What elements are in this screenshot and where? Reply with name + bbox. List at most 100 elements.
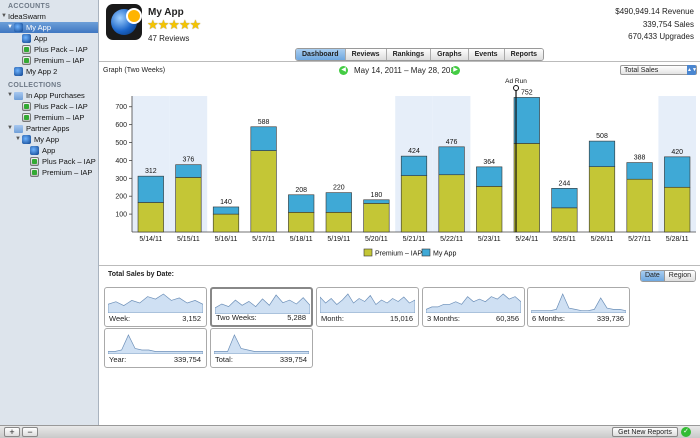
collections-header: COLLECTIONS [8, 82, 62, 89]
sidebar-item-plus-pack[interactable]: Plus Pack – IAP [0, 156, 98, 167]
remove-button[interactable]: − [22, 427, 38, 437]
y-tick-label: 700 [115, 104, 127, 111]
y-tick-label: 300 [115, 176, 127, 183]
x-tick-label: 5/26/11 [591, 236, 614, 243]
summary-card[interactable]: Month: 15,016 [316, 287, 419, 327]
sidebar-item-in-app-purchases[interactable]: ▼ In App Purchases [7, 91, 85, 100]
bar-premium-iap [250, 150, 277, 233]
tab-reviews[interactable]: Reviews [344, 49, 386, 60]
previous-period-button[interactable]: ◀ [339, 66, 348, 75]
bar-my-app [513, 97, 540, 144]
app-icon [14, 23, 23, 32]
bar-my-app [438, 146, 465, 176]
x-tick-label: 5/17/11 [252, 236, 275, 243]
bar-my-app [664, 156, 691, 188]
disclosure-down-icon[interactable]: ▼ [7, 92, 13, 98]
y-tick-label: 400 [115, 158, 127, 165]
sidebar-item-app[interactable]: App [0, 33, 98, 44]
chevron-updown-icon: ▲▼ [687, 65, 697, 75]
summary-card[interactable]: Week: 3,152 [104, 287, 207, 327]
bar-premium-iap [513, 143, 540, 233]
summary-card-value: 339,754 [173, 355, 201, 364]
next-period-button[interactable]: ▶ [451, 66, 460, 75]
bar-premium-iap [400, 175, 428, 233]
tab-events[interactable]: Events [467, 49, 504, 60]
sidebar-item-plus-pack[interactable]: Plus Pack – IAP [0, 44, 98, 55]
sparkline [426, 293, 521, 313]
disclosure-down-icon[interactable]: ▼ [7, 24, 13, 30]
bar-total-label: 244 [559, 180, 571, 187]
sidebar-item-my-app-2[interactable]: My App 2 [0, 66, 98, 77]
divider [99, 61, 700, 62]
tab-dashboard[interactable]: Dashboard [296, 49, 345, 60]
summary-card-value: 339,736 [596, 314, 624, 323]
bar-total-label: 220 [333, 185, 345, 192]
app-icon [30, 146, 39, 155]
app-title: My App [148, 7, 184, 18]
bar-my-app [175, 164, 202, 178]
summary-card-value: 5,288 [287, 313, 306, 322]
summary-card[interactable]: Year: 339,754 [104, 328, 207, 368]
legend-label: My App [433, 251, 456, 258]
x-tick-label: 5/15/11 [177, 236, 200, 243]
sidebar-item-my-app[interactable]: ▼ My App [0, 22, 98, 33]
bar-my-app [588, 140, 616, 167]
summary-card-label: Year: [109, 355, 127, 364]
sidebar-item-premium[interactable]: Premium – IAP [0, 55, 98, 66]
legend-label: Premium – IAP [375, 251, 422, 258]
toggle-date[interactable]: Date [641, 271, 665, 281]
bar-my-app [288, 194, 315, 213]
bar-premium-iap [476, 186, 503, 233]
iap-icon [22, 113, 31, 122]
sparkline [214, 334, 309, 354]
legend-swatch [363, 248, 373, 257]
iap-icon [30, 168, 39, 177]
summary-card-label: Month: [321, 314, 344, 323]
tab-rankings[interactable]: Rankings [385, 49, 431, 60]
bar-total-label: 588 [258, 119, 270, 126]
bar-total-label: 388 [634, 155, 646, 162]
sidebar-item-account[interactable]: ▼ IdeaSwarm [1, 12, 46, 21]
y-tick-label: 200 [115, 194, 127, 201]
sparkline [320, 293, 415, 313]
summary-card[interactable]: Total: 339,754 [210, 328, 313, 368]
bottom-bar: + − Get New Reports ✓ [0, 425, 700, 438]
date-region-toggle: Date Region [640, 270, 696, 282]
add-button[interactable]: + [4, 427, 20, 437]
x-tick-label: 5/23/11 [478, 236, 501, 243]
disclosure-down-icon[interactable]: ▼ [15, 136, 21, 142]
sidebar-item-partner-my-app[interactable]: ▼ My App [15, 135, 60, 144]
bar-premium-iap [438, 174, 465, 233]
summary-card-value: 15,016 [390, 314, 413, 323]
sparkline [531, 293, 626, 313]
sidebar-item-premium[interactable]: Premium – IAP [0, 112, 98, 123]
bar-premium-iap [626, 178, 653, 233]
disclosure-down-icon[interactable]: ▼ [7, 125, 13, 131]
summary-card[interactable]: 6 Months: 339,736 [527, 287, 630, 327]
x-tick-label: 5/14/11 [139, 236, 162, 243]
reviews-count[interactable]: 47 Reviews [148, 34, 190, 43]
disclosure-down-icon[interactable]: ▼ [1, 13, 7, 19]
x-tick-label: 5/16/11 [215, 236, 238, 243]
sidebar-item-plus-pack[interactable]: Plus Pack – IAP [0, 101, 98, 112]
summary-card-label: 6 Months: [532, 314, 565, 323]
bar-total-label: 312 [145, 168, 157, 175]
summary-card[interactable]: Two Weeks: 5,288 [210, 287, 313, 327]
get-new-reports-button[interactable]: Get New Reports [612, 427, 678, 437]
bar-my-app [626, 162, 653, 180]
summary-card[interactable]: 3 Months: 60,356 [422, 287, 525, 327]
metric-select[interactable]: Total Sales ▲▼ [620, 65, 697, 75]
x-tick-label: 5/27/11 [628, 236, 651, 243]
tab-graphs[interactable]: Graphs [430, 49, 468, 60]
summary-card-label: Total: [215, 355, 233, 364]
sidebar-item-partner-apps[interactable]: ▼ Partner Apps [7, 124, 70, 133]
tab-reports[interactable]: Reports [503, 49, 544, 60]
toggle-region[interactable]: Region [664, 271, 695, 281]
bar-my-app [551, 188, 578, 209]
rating-stars: ★★★★★ [147, 17, 201, 32]
sidebar-item-premium[interactable]: Premium – IAP [0, 167, 98, 178]
sales-by-date-title: Total Sales by Date: [108, 271, 175, 278]
divider [99, 265, 700, 266]
x-tick-label: 5/18/11 [290, 236, 313, 243]
sidebar-item-app[interactable]: App [0, 145, 98, 156]
